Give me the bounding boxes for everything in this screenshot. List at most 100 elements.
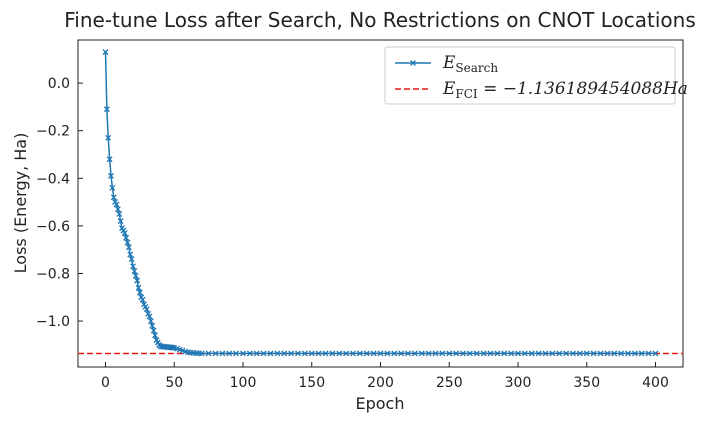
point-marker — [150, 327, 157, 334]
legend-box — [384, 46, 676, 105]
point-marker — [132, 272, 139, 279]
point-marker — [446, 350, 453, 357]
point-marker — [205, 350, 212, 357]
point-marker — [329, 350, 336, 357]
point-marker — [146, 313, 153, 320]
point-marker — [147, 318, 154, 325]
point-marker — [114, 206, 121, 213]
point-marker — [363, 350, 370, 357]
point-marker — [136, 289, 143, 296]
point-marker — [121, 230, 128, 236]
point-marker — [535, 350, 542, 357]
point-marker — [549, 350, 556, 357]
point-marker — [117, 218, 124, 225]
x-tick-label: 250 — [436, 375, 463, 391]
point-marker — [563, 350, 570, 357]
point-marker — [105, 134, 112, 141]
point-marker — [494, 350, 501, 357]
point-marker — [124, 239, 131, 246]
legend-label: ESearch — [442, 53, 498, 75]
point-marker — [143, 306, 150, 313]
point-marker — [260, 350, 267, 357]
point-marker — [322, 350, 329, 357]
point-marker — [108, 172, 114, 179]
point-marker — [135, 284, 142, 291]
point-marker — [521, 350, 528, 357]
legend-rest: = −1.136189454088Ha — [478, 79, 688, 99]
point-marker — [556, 350, 563, 357]
point-marker — [618, 350, 625, 357]
point-marker — [638, 350, 645, 357]
point-marker — [103, 106, 110, 113]
y-tick-label: −0.6 — [36, 219, 70, 235]
point-marker — [432, 350, 439, 357]
y-tick-label: 0.0 — [48, 76, 70, 92]
point-marker — [281, 350, 288, 357]
point-marker — [487, 350, 494, 357]
point-marker — [501, 350, 508, 357]
point-marker — [625, 350, 631, 357]
legend-subscript: Search — [455, 61, 498, 75]
point-marker — [597, 350, 604, 357]
x-tick-label: 150 — [298, 375, 325, 391]
point-marker — [645, 350, 652, 357]
point-marker — [542, 350, 549, 357]
point-marker — [425, 350, 432, 357]
point-marker — [473, 350, 480, 357]
x-tick-label: 400 — [642, 375, 669, 391]
point-marker — [611, 350, 618, 357]
point-marker — [139, 296, 146, 303]
point-marker — [583, 350, 590, 357]
point-marker — [267, 350, 274, 357]
x-tick-label: 350 — [573, 375, 600, 391]
point-marker — [233, 350, 240, 357]
point-marker — [246, 350, 253, 357]
legend-subscript: FCI — [455, 87, 478, 101]
plot-frame — [77, 39, 684, 368]
legend-symbol: E — [442, 53, 456, 73]
point-marker — [480, 350, 487, 357]
point-marker — [652, 350, 659, 357]
y-tick-label: −0.4 — [36, 171, 70, 187]
chart-title: Fine-tune Loss after Search, No Restrict… — [64, 8, 695, 32]
point-marker — [128, 256, 135, 263]
point-marker — [604, 350, 611, 357]
point-marker — [131, 268, 138, 275]
point-marker — [109, 184, 116, 191]
point-marker — [528, 350, 535, 357]
point-marker — [590, 350, 597, 357]
point-marker — [253, 350, 260, 357]
point-marker — [570, 350, 576, 357]
point-marker — [301, 350, 308, 357]
legend-marker — [410, 60, 416, 66]
point-marker — [356, 350, 363, 357]
point-marker — [315, 350, 322, 357]
point-marker — [149, 322, 156, 329]
point-marker — [219, 350, 226, 357]
point-marker — [370, 350, 377, 357]
point-marker — [134, 277, 141, 284]
point-marker — [288, 350, 295, 357]
point-marker — [125, 244, 132, 251]
x-axis-label: Epoch — [356, 394, 405, 413]
x-tick-label: 0 — [101, 375, 110, 391]
point-marker — [466, 350, 473, 357]
point-marker — [169, 344, 176, 351]
y-axis-label: Loss (Energy, Ha) — [11, 133, 30, 274]
point-marker — [343, 350, 350, 357]
point-marker — [350, 350, 356, 357]
point-marker — [453, 350, 460, 357]
point-marker — [130, 263, 136, 270]
point-marker — [240, 350, 246, 357]
point-marker — [460, 350, 466, 357]
point-marker — [377, 350, 384, 357]
legend-symbol: E — [442, 79, 456, 99]
point-marker — [411, 350, 418, 357]
point-marker — [384, 350, 391, 357]
point-marker — [110, 194, 117, 201]
point-marker — [116, 211, 123, 217]
x-tick-label: 200 — [367, 375, 394, 391]
point-marker — [226, 350, 233, 357]
point-marker — [308, 350, 315, 357]
